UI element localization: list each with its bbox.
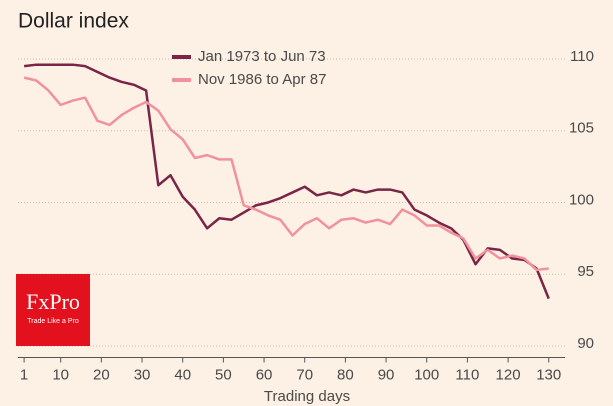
legend-label: Nov 1986 to Apr 87 <box>198 71 326 88</box>
logo-tagline: Trade Like a Pro <box>27 318 79 325</box>
x-tick-label: 80 <box>337 366 354 383</box>
x-tick-label: 110 <box>455 366 479 383</box>
series-line <box>23 76 549 272</box>
logo-name: FxPro <box>26 289 80 314</box>
y-tick-label: 100 <box>569 191 594 208</box>
x-tick-label: 120 <box>496 366 521 383</box>
logo-box <box>16 274 90 346</box>
chart-title: Dollar index <box>18 10 129 33</box>
x-tick-label: 60 <box>256 366 273 383</box>
x-tick-label: 90 <box>378 366 395 383</box>
x-tick-label: 70 <box>296 366 313 383</box>
x-tick-label: 100 <box>414 366 439 383</box>
x-axis-title: Trading days <box>264 388 350 405</box>
x-tick-label: 50 <box>215 366 232 383</box>
x-tick-label: 130 <box>536 366 561 383</box>
x-tick-label: 40 <box>174 366 191 383</box>
y-tick-label: 110 <box>570 48 594 65</box>
y-tick-label: 95 <box>577 263 594 280</box>
x-tick-label: 10 <box>52 366 69 383</box>
y-tick-label: 105 <box>569 120 594 137</box>
y-tick-label: 90 <box>577 335 594 352</box>
x-tick-label: 1 <box>20 366 28 383</box>
x-tick-label: 30 <box>134 366 151 383</box>
x-tick-label: 20 <box>93 366 110 383</box>
legend-label: Jan 1973 to Jun 73 <box>198 48 326 65</box>
